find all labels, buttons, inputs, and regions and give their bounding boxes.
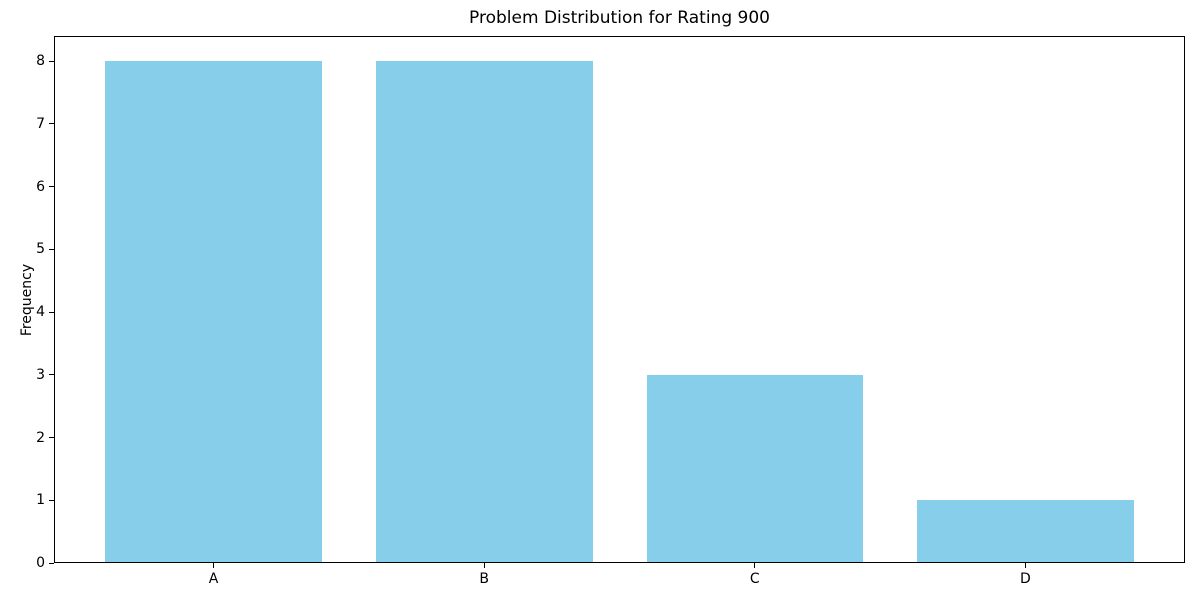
y-tick-label: 7: [36, 115, 45, 132]
y-tick-mark: [49, 374, 54, 376]
y-tick-mark: [49, 437, 54, 438]
y-tick-mark: [49, 499, 54, 501]
y-tick-mark: [49, 123, 54, 125]
y-tick-label: 2: [36, 429, 45, 446]
x-tick-label-C: C: [749, 571, 760, 587]
x-tick-label-D: D: [1020, 571, 1031, 587]
y-tick-label: 6: [36, 178, 45, 195]
bar-A: [105, 61, 322, 562]
x-tick-mark: [754, 563, 756, 568]
y-tick-mark: [49, 60, 54, 62]
x-tick-mark: [483, 563, 485, 568]
x-tick-mark: [213, 563, 215, 568]
bar-C: [646, 374, 864, 562]
y-tick-label: 3: [36, 366, 45, 383]
y-tick-mark: [49, 562, 54, 564]
y-tick-label: 1: [36, 492, 45, 509]
chart-title: Problem Distribution for Rating 900: [469, 8, 770, 28]
y-tick-label: 0: [36, 555, 45, 571]
y-tick-label: 4: [36, 304, 45, 320]
y-tick-label: 8: [36, 53, 45, 70]
x-tick-label-A: A: [208, 571, 219, 587]
x-tick-label-B: B: [479, 571, 489, 587]
x-tick-mark: [1024, 563, 1026, 568]
bar-B: [376, 61, 593, 562]
y-tick-mark: [49, 248, 54, 250]
y-tick-mark: [49, 311, 54, 313]
y-tick-mark: [49, 186, 54, 188]
y-tick-label: 5: [36, 241, 45, 258]
bar-D: [917, 500, 1134, 562]
